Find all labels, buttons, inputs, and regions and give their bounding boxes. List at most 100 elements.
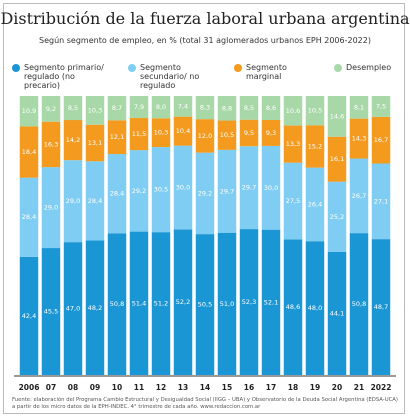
bar-segment [173,116,193,146]
x-tick-label: 08 [68,383,78,392]
bar-segment [261,119,281,146]
bar-segment [327,251,347,375]
bar-segment [107,154,127,234]
bar-segment [195,152,215,235]
value-label: 7,9 [134,103,144,111]
value-label: 52,3 [242,298,256,306]
x-tick-label: 15 [222,383,232,392]
value-label: 10,3 [88,106,102,114]
bar-segment [261,229,281,375]
bar-segment [239,229,259,375]
value-label: 29,0 [44,204,58,212]
legend-label: Segmento primario/ regulado (no precario… [24,63,104,90]
bar-segment [371,116,391,164]
value-label: 7,4 [178,102,188,110]
value-label: 51,2 [154,300,168,308]
x-tick-label: 13 [178,383,188,392]
x-tick-label: 19 [310,383,320,392]
value-label: 7,5 [376,102,386,110]
bar-segment [239,146,259,230]
bar-segment [129,118,149,151]
legend-item: Segmento secundario/ no regulado [128,63,223,90]
value-label: 9,3 [266,129,276,137]
value-label: 8,7 [112,104,122,112]
source-note: Fuente: elaboración del Programa Cambio … [12,397,398,410]
bar-segment [349,96,369,119]
legend-swatch [234,64,242,72]
bar-segment [327,96,347,137]
value-label: 16,1 [330,155,344,163]
value-label: 14,2 [66,136,80,144]
value-label: 13,1 [88,139,102,147]
value-label: 29,7 [242,184,256,192]
bar-segment [129,150,149,232]
value-label: 14,3 [352,135,366,143]
value-label: 18,4 [22,148,36,156]
x-tick-label: 07 [46,383,56,392]
legend-item: Segmento primario/ regulado (no precario… [12,63,112,90]
bar-segment [305,167,325,242]
legend-item: Desempleo [334,63,399,72]
bar-segment [63,242,83,375]
bar-segment [217,96,237,121]
bar-segment [261,96,281,120]
value-label: 10,3 [154,129,168,137]
bar-segment [151,118,171,148]
value-label: 30,0 [264,184,278,192]
legend-label: Segmento marginal [246,63,287,81]
value-label: 10,6 [286,107,300,115]
x-tick-label: 11 [134,383,144,392]
value-label: 16,7 [374,136,388,144]
bar-segment [41,167,61,249]
bar-segment [195,96,215,120]
value-label: 10,5 [220,131,234,139]
bar-segment [305,96,325,126]
x-tick-label: 2006 [19,383,40,392]
bar-segment [305,241,325,375]
bar-segment [63,120,83,161]
value-label: 30,5 [154,186,168,194]
value-label: 28,4 [88,197,102,205]
frame [3,3,405,414]
bar-segment [371,239,391,375]
bar-segment [107,96,127,121]
bar-segment [239,96,259,120]
x-tick-label: 20 [332,383,342,392]
bar-segment [195,234,215,375]
bar-segment [19,96,39,127]
bar-segment [305,125,325,168]
x-tick-label: 09 [90,383,100,392]
bar-segment [41,248,61,375]
value-label: 10,9 [22,107,36,115]
value-label: 8,8 [222,104,232,112]
bar-segment [327,136,347,182]
chart-subtitle: Según segmento de empleo, en % (total 31… [39,36,371,45]
value-label: 15,2 [308,142,322,150]
value-label: 27,1 [374,197,388,205]
value-label: 28,4 [110,190,124,198]
x-tick-label: 18 [288,383,298,392]
value-label: 51,0 [220,300,234,308]
bar-segment [261,145,281,230]
bar-segment [19,177,39,257]
bar-segment [195,119,215,153]
bar-segment [283,125,303,163]
value-label: 8,5 [244,104,254,112]
bar-segment [85,96,105,125]
value-label: 48,6 [286,303,300,311]
x-tick-label: 17 [266,383,276,392]
value-label: 48,7 [374,303,388,311]
value-label: 48,2 [88,304,102,312]
x-tick-label: 2022 [371,383,392,392]
bar-segment [151,147,171,233]
value-label: 10,4 [176,127,190,135]
bar-segment [63,96,83,121]
value-label: 50,8 [352,300,366,308]
value-label: 52,2 [176,298,190,306]
x-tick-label: 16 [244,383,254,392]
bar-segment [349,118,369,159]
value-label: 8,3 [200,104,210,112]
bar-segment [19,126,39,178]
